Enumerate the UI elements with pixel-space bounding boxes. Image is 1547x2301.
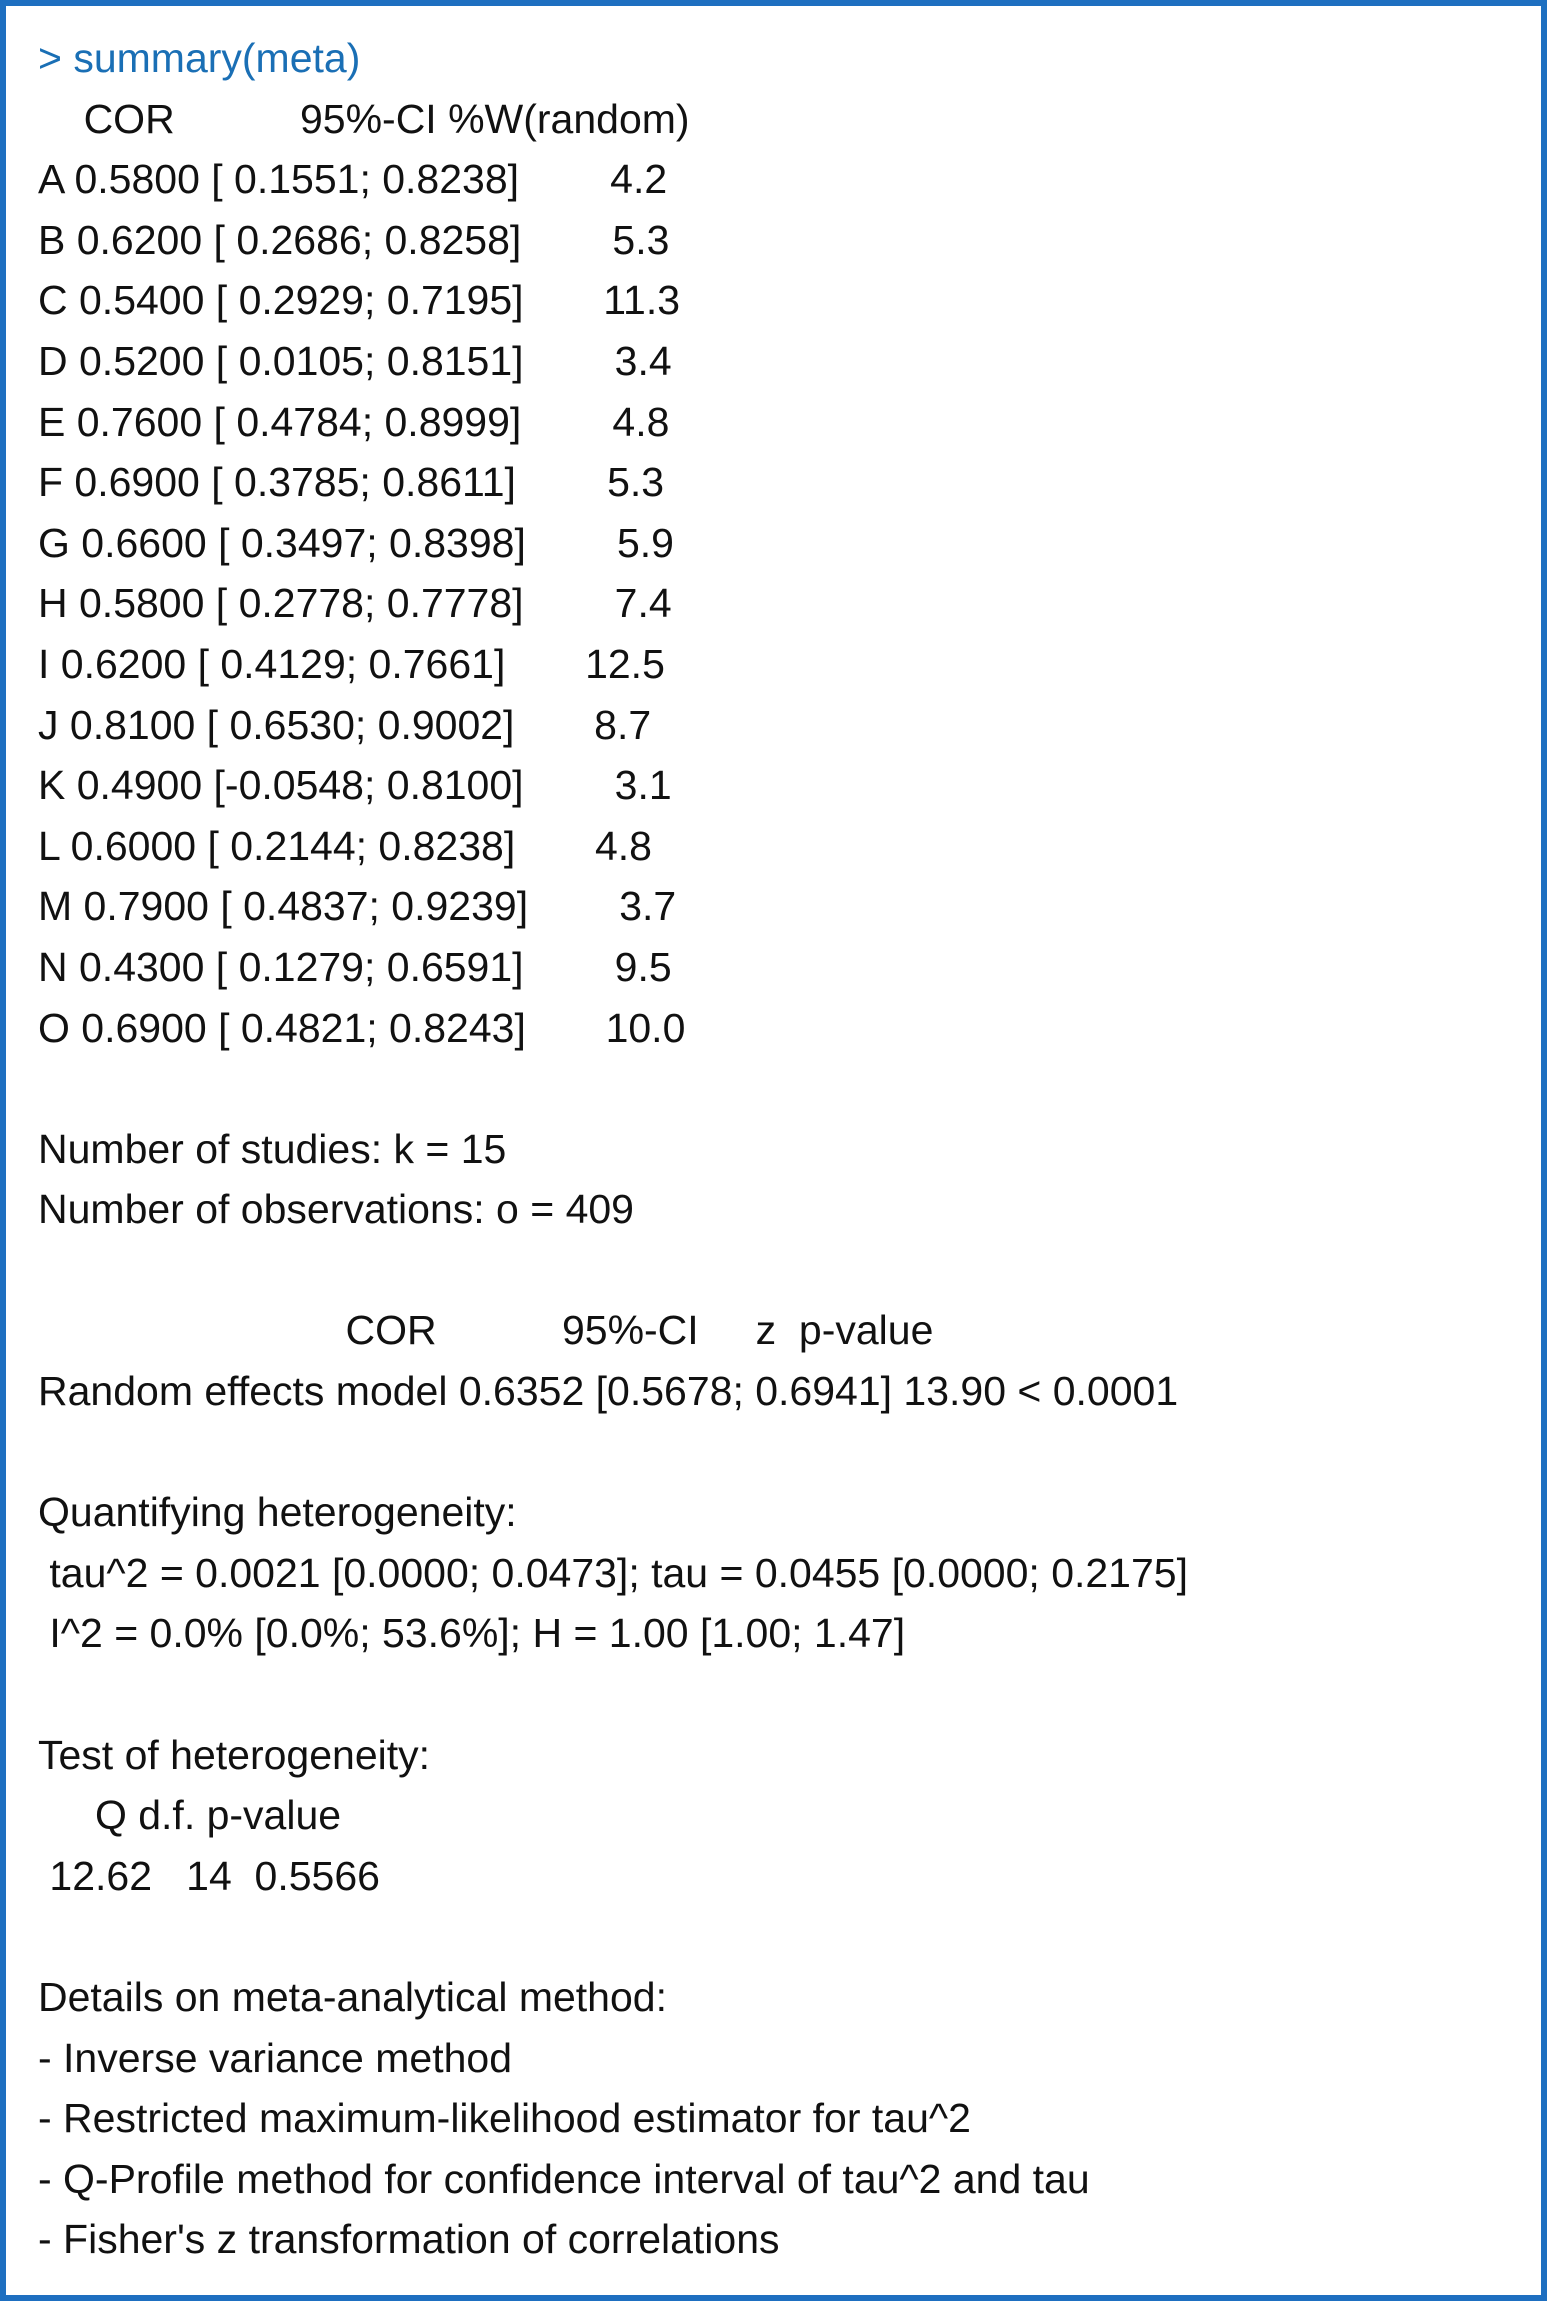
output-line: Number of observations: o = 409 xyxy=(38,1186,634,1233)
output-line: tau^2 = 0.0021 [0.0000; 0.0473]; tau = 0… xyxy=(38,1549,1188,1596)
output-line: - Fisher's z transformation of correlati… xyxy=(38,2216,780,2263)
output-line: D 0.5200 [ 0.0105; 0.8151] 3.4 xyxy=(38,337,672,384)
output-line: A 0.5800 [ 0.1551; 0.8238] 4.2 xyxy=(38,156,668,203)
output-line: Details on meta-analytical method: xyxy=(38,1974,667,2020)
output-line: C 0.5400 [ 0.2929; 0.7195] 11.3 xyxy=(38,277,681,324)
output-line: O 0.6900 [ 0.4821; 0.8243] 10.0 xyxy=(38,1004,686,1051)
output-line: I^2 = 0.0% [0.0%; 53.6%]; H = 1.00 [1.00… xyxy=(38,1610,906,1657)
output-line: F 0.6900 [ 0.3785; 0.8611] 5.3 xyxy=(38,459,665,506)
output-line: E 0.7600 [ 0.4784; 0.8999] 4.8 xyxy=(38,398,670,445)
output-line: H 0.5800 [ 0.2778; 0.7778] 7.4 xyxy=(38,580,672,627)
output-block: Number of studies: k = 15 Number of obser… xyxy=(38,1119,1541,1240)
output-line: Quantifying heterogeneity: xyxy=(38,1489,517,1536)
output-line: - Q-Profile method for confidence interv… xyxy=(38,2155,1090,2202)
output-line: Random effects model 0.6352 [0.5678; 0.6… xyxy=(38,1368,1179,1415)
output-line: N 0.4300 [ 0.1279; 0.6591] 9.5 xyxy=(38,943,672,990)
output-line: L 0.6000 [ 0.2144; 0.8238] 4.8 xyxy=(38,822,652,869)
output-line: Test of heterogeneity: xyxy=(38,1731,431,1778)
output-line: Number of studies: k = 15 xyxy=(38,1125,507,1172)
output-line: COR 95%-CI %W(random) xyxy=(38,95,690,142)
output-line: J 0.8100 [ 0.6530; 0.9002] 8.7 xyxy=(38,701,652,748)
output-line: Q d.f. p-value xyxy=(38,1792,342,1839)
output-line: COR 95%-CI z p-value xyxy=(38,1307,934,1354)
output-line: K 0.4900 [-0.0548; 0.8100] 3.1 xyxy=(38,762,672,809)
output: COR 95%-CI %W(random) A 0.5800 [ 0.1551; … xyxy=(38,89,1541,2270)
output-block: Quantifying heterogeneity: tau^2 = 0.002… xyxy=(38,1482,1541,1664)
output-line: - Restricted maximum-likelihood estimato… xyxy=(38,2095,971,2142)
output-block: Details on meta-analytical method: - Inve… xyxy=(38,1967,1541,2270)
output-block: COR 95%-CI %W(random) A 0.5800 [ 0.1551; … xyxy=(38,89,1541,1059)
command-line: > summary(meta) xyxy=(38,35,361,81)
output-line: M 0.7900 [ 0.4837; 0.9239] 3.7 xyxy=(38,883,677,930)
output-line: B 0.6200 [ 0.2686; 0.8258] 5.3 xyxy=(38,216,670,263)
output-line: I 0.6200 [ 0.4129; 0.7661] 12.5 xyxy=(38,640,665,687)
output-line: 12.62 14 0.5566 xyxy=(38,1852,380,1899)
output-line: G 0.6600 [ 0.3497; 0.8398] 5.9 xyxy=(38,519,674,566)
output-line: - Inverse variance method xyxy=(38,2034,513,2081)
output-block: Test of heterogeneity: Q d.f. p-value 12… xyxy=(38,1725,1541,1907)
output-block: COR 95%-CI z p-value Random effects model… xyxy=(38,1300,1541,1421)
